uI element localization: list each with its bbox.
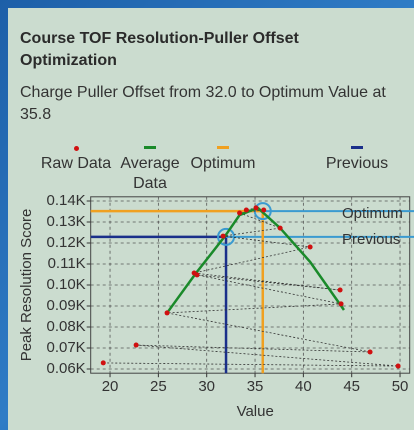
y-tick-label: 0.14K <box>46 192 85 209</box>
raw-point <box>100 360 106 366</box>
y-tick-label: 0.12K <box>46 234 85 251</box>
raw-point <box>337 287 343 293</box>
raw-point <box>395 363 401 369</box>
y-tick-label: 0.09K <box>46 297 85 314</box>
x-tick-label: 25 <box>150 378 167 395</box>
plot-frame <box>90 196 411 374</box>
x-tick-label: 35 <box>247 378 264 395</box>
raw-point <box>237 210 243 216</box>
legend-item: Raw Data <box>31 146 121 174</box>
legend-item: Average Data <box>105 146 195 194</box>
legend-label: Optimum <box>190 155 256 172</box>
legend-label: Average Data <box>120 155 180 192</box>
legend-label: Raw Data <box>40 155 112 172</box>
raw-data-path <box>103 207 399 367</box>
y-axis-label: Peak Resolution Score <box>18 209 35 362</box>
panel <box>8 8 414 430</box>
x-tick-label: 20 <box>102 378 119 395</box>
legend-marker <box>217 146 229 149</box>
previous-label: Previous <box>342 231 400 248</box>
previous-marker <box>217 227 236 246</box>
legend-marker <box>144 146 156 149</box>
legend-label: Previous <box>325 155 389 172</box>
raw-point <box>133 342 139 348</box>
raw-point <box>367 349 373 355</box>
raw-point <box>277 225 283 231</box>
x-tick-label: 40 <box>295 378 312 395</box>
y-tick-label: 0.11K <box>48 255 86 272</box>
subtitle: Charge Puller Offset from 32.0 to Optimu… <box>20 84 386 123</box>
raw-point <box>243 207 249 213</box>
raw-point <box>191 270 197 276</box>
raw-point <box>307 244 313 250</box>
x-tick-label: 45 <box>343 378 360 395</box>
y-tick-label: 0.06K <box>46 360 85 377</box>
legend-item: Optimum <box>183 146 263 174</box>
y-tick-label: 0.13K <box>46 213 85 230</box>
title: Course TOF Resolution-Puller Offset Opti… <box>20 30 299 69</box>
x-axis-label: Value <box>237 403 274 420</box>
x-tick-label: 30 <box>198 378 215 395</box>
raw-point <box>164 310 170 316</box>
raw-point <box>261 207 267 213</box>
legend-marker <box>351 146 363 149</box>
optimum-label: Optimum <box>342 205 403 222</box>
legend-marker <box>73 146 79 151</box>
y-tick-label: 0.07K <box>46 339 85 356</box>
y-tick-label: 0.08K <box>46 318 85 335</box>
raw-point <box>220 233 226 239</box>
raw-point <box>253 205 259 211</box>
x-tick-label: 50 <box>392 378 409 395</box>
legend-item: Previous <box>317 146 397 174</box>
average-line <box>166 206 345 314</box>
y-tick-label: 0.10K <box>46 276 85 293</box>
raw-point <box>338 301 344 307</box>
